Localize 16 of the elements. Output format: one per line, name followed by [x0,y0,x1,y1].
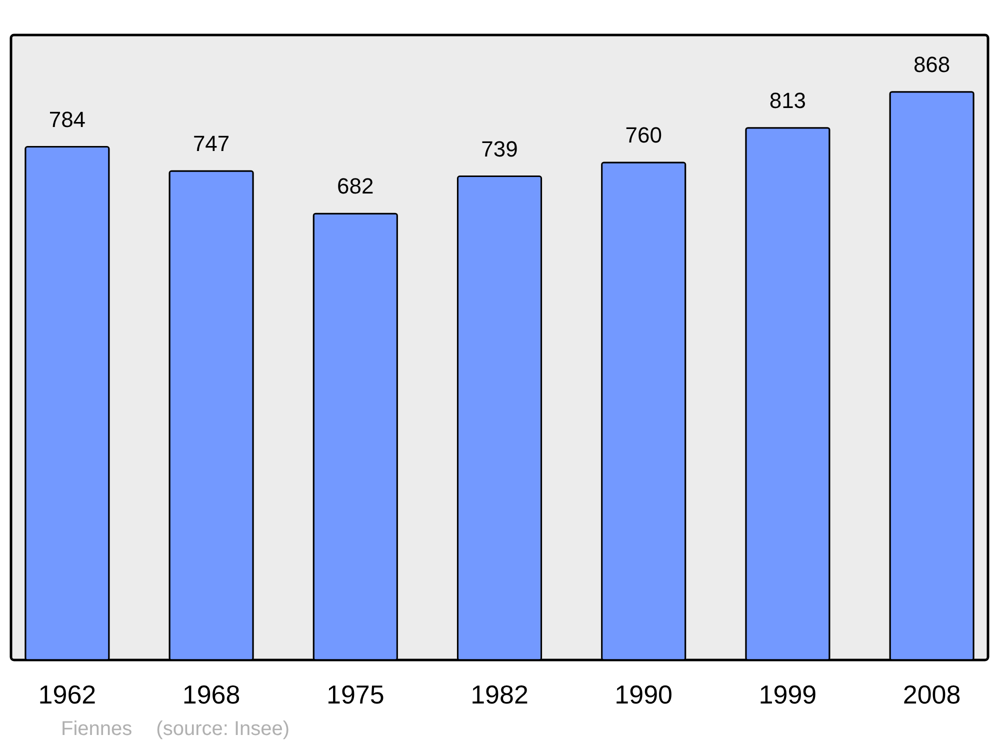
x-tick-label: 1990 [614,680,673,710]
data-label: 813 [769,88,806,113]
text: Fiennes [61,718,132,740]
text: (source: Insee) [156,718,290,740]
data-label: 784 [48,106,86,132]
data-label: 682 [337,174,374,199]
data-label: 868 [913,52,950,77]
x-tick-label: 2008 [902,680,961,710]
x-tick-label: 1982 [470,680,528,710]
data-label: 739 [481,136,518,162]
data-label: 747 [192,131,230,156]
x-tick-label: 1975 [326,680,384,710]
data-label: 760 [625,122,662,148]
x-tick-label: 1968 [182,680,240,710]
x-tick-label: 1962 [38,680,96,710]
x-tick-label: 1999 [758,680,817,710]
